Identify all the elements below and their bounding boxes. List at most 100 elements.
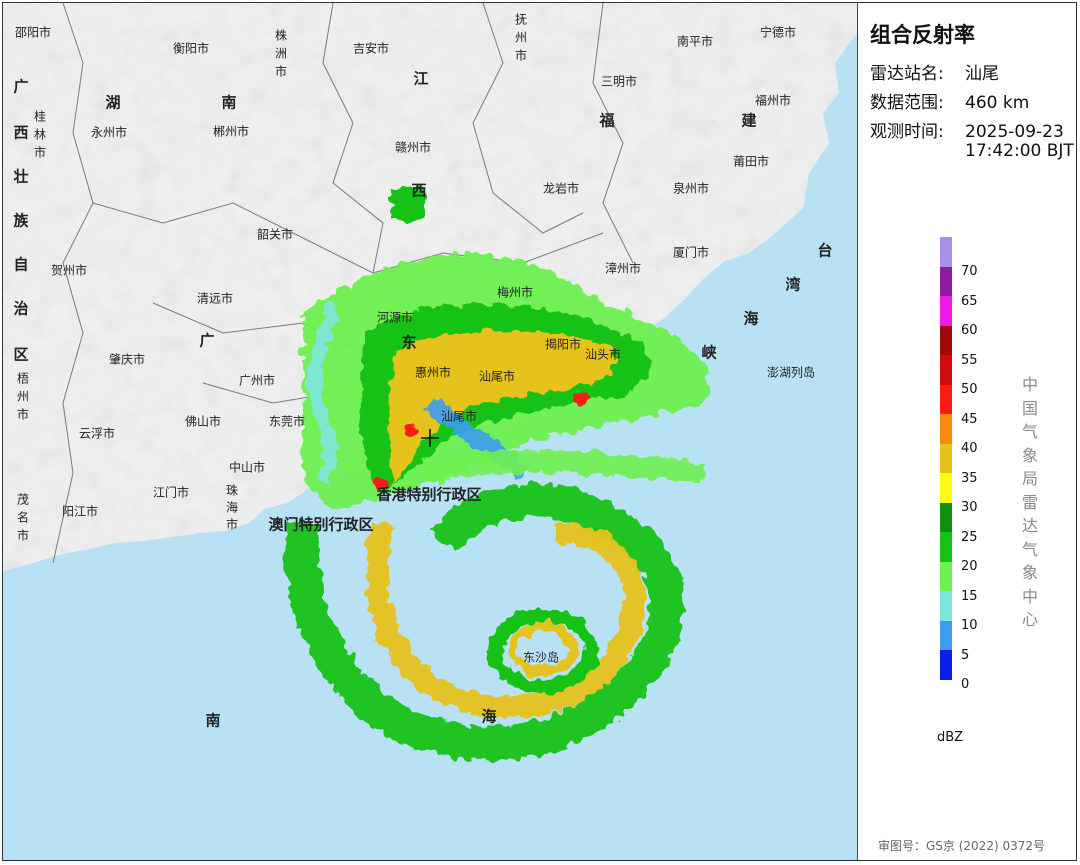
organization-label: 中国气象局雷达气象中心	[1018, 373, 1042, 632]
legend-tick-label: 70	[961, 264, 978, 279]
radar-site-marker	[421, 429, 439, 447]
legend-tick-label: 0	[961, 677, 970, 692]
city-label: 江门市	[153, 485, 189, 500]
region-label: 海	[743, 310, 758, 328]
border-line	[592, 3, 634, 264]
legend-tick-label: 45	[961, 411, 978, 427]
city-label: 广州市	[239, 373, 275, 388]
region-label: 江	[413, 70, 428, 88]
panel-divider	[857, 3, 858, 860]
legend-color-box	[940, 473, 952, 503]
city-label: 东莞市	[269, 414, 305, 429]
city-label: 汕尾市	[441, 409, 477, 424]
region-label: 海	[481, 708, 496, 726]
legend-color-box	[940, 650, 952, 680]
city-label: 衡阳市	[173, 41, 209, 56]
legend-color-box	[940, 443, 952, 474]
legend-tick-label: 65	[961, 293, 978, 309]
city-label: 莆田市	[733, 154, 769, 169]
echo-north-yellow	[387, 329, 615, 483]
legend-color-box	[940, 355, 952, 385]
region-label: 福	[598, 112, 614, 130]
city-label: 揭阳市	[545, 337, 581, 352]
city-label: 海	[226, 500, 238, 515]
review-number: 审图号：GS京 (2022) 0372号	[878, 839, 1045, 853]
organization-char: 雷	[1021, 492, 1038, 512]
region-label: 湾	[785, 276, 800, 294]
legend-color-box	[940, 384, 952, 415]
region-label: 南	[221, 94, 236, 112]
city-label: 永州市	[91, 125, 127, 140]
city-label: 漳州市	[605, 261, 641, 276]
legend-tick-label: 30	[961, 500, 978, 515]
city-label: 市	[34, 145, 46, 160]
echo-eyewall-inner	[508, 622, 578, 676]
city-label: 厦门市	[673, 245, 709, 260]
city-label: 邵阳市	[15, 25, 51, 40]
legend-tick-label: 40	[961, 441, 978, 456]
organization-char: 气	[1021, 422, 1038, 441]
region-label: 壮	[13, 168, 28, 186]
region-label: 族	[13, 212, 29, 230]
organization-char: 中	[1021, 586, 1038, 606]
station-row: 雷达站名: 汕尾	[870, 59, 999, 84]
organization-char: 象	[1021, 563, 1038, 582]
city-label: 云浮市	[79, 426, 115, 441]
range-row: 数据范围: 460 km	[870, 88, 1029, 113]
legend-color-box	[940, 502, 952, 533]
city-label: 市	[515, 48, 527, 63]
city-label: 南平市	[677, 34, 713, 49]
border-line	[322, 3, 384, 274]
province-borders	[52, 3, 634, 564]
organization-char: 气	[1021, 539, 1038, 559]
city-label: 株	[275, 28, 287, 43]
time-clock: 17:42:00 BJT	[965, 141, 1074, 161]
legend-color-box	[940, 296, 952, 326]
city-label: 泉州市	[673, 181, 709, 196]
city-label: 市	[17, 407, 29, 422]
legend-tick-label: 25	[961, 529, 978, 545]
time-date: 2025-09-23	[965, 122, 1064, 142]
region-label: 治	[13, 300, 28, 318]
city-label: 三明市	[601, 74, 637, 89]
radar-map: 邵阳市 衡阳市株洲市吉安市抚州市南平市 宁德市 三明市 福州市桂林市永州市 郴州市 赣州市莆…	[3, 3, 857, 860]
region-label: 广	[199, 332, 214, 350]
region-label: 湖	[105, 94, 120, 112]
city-label: 赣州市	[395, 140, 431, 155]
city-label: 州	[515, 31, 527, 45]
echo-cell	[573, 392, 589, 406]
city-label: 中山市	[229, 460, 265, 475]
echo-east-band	[420, 450, 705, 484]
region-label: 峡	[701, 344, 717, 362]
city-label: 市	[226, 517, 238, 532]
range-value: 460 km	[965, 93, 1030, 113]
radar-echo	[284, 189, 709, 761]
city-label: 市	[17, 528, 29, 543]
city-label: 桂	[34, 109, 46, 124]
organization-char: 国	[1021, 398, 1038, 418]
legend-unit: dBZ	[937, 730, 964, 745]
region-label: 澳门特别行政区	[268, 516, 373, 534]
legend-color-box	[940, 266, 952, 297]
info-panel: 组合反射率 雷达站名: 汕尾 数据范围: 460 km 观测时间: 2025-09-2…	[858, 3, 1076, 860]
region-label: 香港特别行政区	[376, 486, 481, 504]
product-title: 组合反射率	[870, 23, 975, 47]
city-label: 汕头市	[585, 347, 621, 362]
echo-mid-spiral	[366, 520, 646, 719]
city-label: 茂	[17, 493, 29, 507]
city-label: 汕尾市	[479, 369, 515, 384]
city-label: 抚	[515, 13, 527, 27]
city-label: 洲	[275, 47, 287, 61]
city-label: 河源市	[377, 310, 413, 325]
region-label: 东	[401, 334, 416, 352]
city-label: 州	[17, 390, 29, 404]
legend-tick-label: 10	[961, 618, 978, 633]
legend-tick-label: 60	[961, 323, 978, 338]
city-label: 梅州市	[497, 285, 533, 300]
legend-color-box	[940, 532, 952, 562]
city-label: 清远市	[197, 291, 233, 306]
region-label: 台	[817, 242, 832, 260]
